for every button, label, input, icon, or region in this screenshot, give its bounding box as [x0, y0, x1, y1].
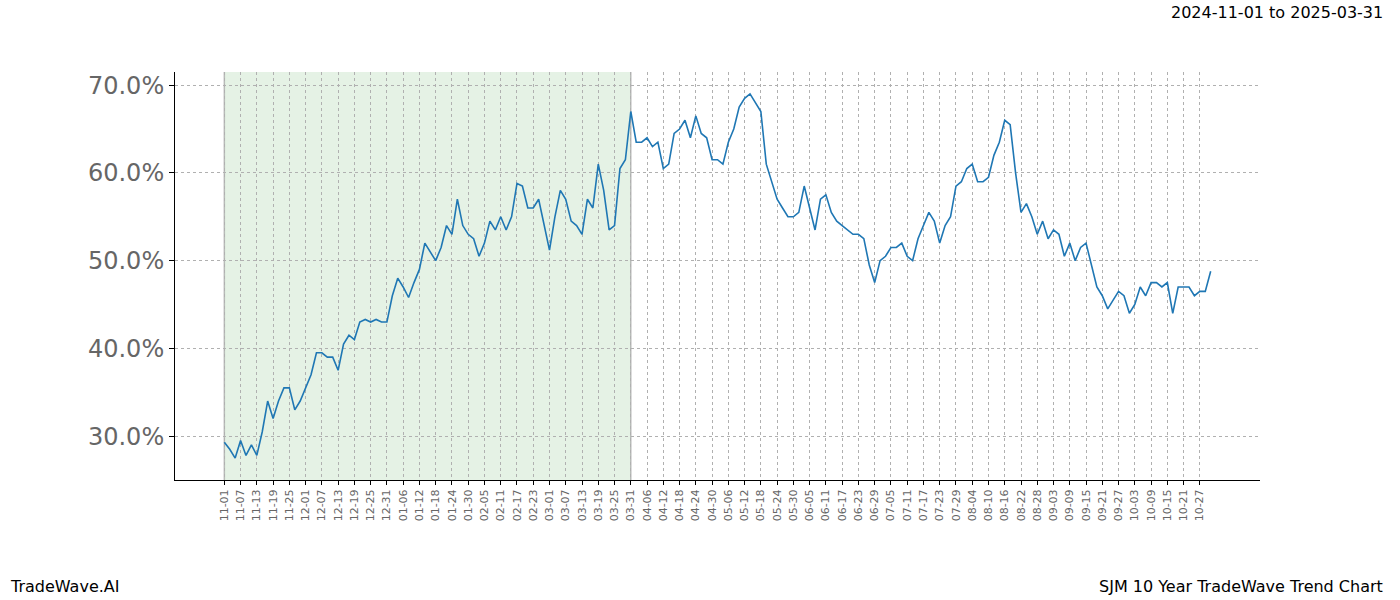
svg-text:02-05: 02-05: [478, 489, 491, 521]
svg-text:05-12: 05-12: [738, 489, 751, 521]
svg-text:09-09: 09-09: [1063, 489, 1076, 521]
svg-text:08-04: 08-04: [966, 489, 979, 521]
svg-text:04-30: 04-30: [706, 489, 719, 521]
svg-text:10-15: 10-15: [1161, 489, 1174, 521]
svg-text:08-28: 08-28: [1031, 489, 1044, 521]
svg-text:06-05: 06-05: [803, 489, 816, 521]
svg-text:08-22: 08-22: [1015, 489, 1028, 521]
svg-text:04-24: 04-24: [689, 489, 702, 521]
svg-text:07-11: 07-11: [901, 489, 914, 521]
svg-text:03-19: 03-19: [592, 489, 605, 521]
svg-text:08-10: 08-10: [982, 489, 995, 521]
svg-text:09-03: 09-03: [1047, 489, 1060, 521]
svg-text:06-11: 06-11: [819, 489, 832, 521]
svg-text:04-18: 04-18: [673, 489, 686, 521]
svg-text:12-19: 12-19: [348, 489, 361, 521]
svg-text:05-06: 05-06: [722, 489, 735, 521]
svg-text:60.0%: 60.0%: [88, 159, 164, 187]
svg-text:05-18: 05-18: [754, 489, 767, 521]
svg-text:09-27: 09-27: [1112, 489, 1125, 521]
svg-text:SJM 10 Year TradeWave Trend Ch: SJM 10 Year TradeWave Trend Chart: [1099, 577, 1383, 596]
svg-text:10-21: 10-21: [1177, 489, 1190, 521]
svg-text:03-13: 03-13: [576, 489, 589, 521]
svg-text:09-21: 09-21: [1096, 489, 1109, 521]
svg-text:12-13: 12-13: [332, 489, 345, 521]
svg-text:11-13: 11-13: [250, 489, 263, 521]
svg-text:06-23: 06-23: [852, 489, 865, 521]
svg-text:07-29: 07-29: [950, 489, 963, 521]
svg-text:11-07: 11-07: [234, 489, 247, 521]
svg-text:2024-11-01 to 2025-03-31: 2024-11-01 to 2025-03-31: [1171, 3, 1383, 22]
svg-text:01-24: 01-24: [446, 489, 459, 521]
svg-text:05-30: 05-30: [787, 489, 800, 521]
svg-text:12-25: 12-25: [364, 489, 377, 521]
svg-text:11-25: 11-25: [283, 489, 296, 521]
svg-text:06-29: 06-29: [868, 489, 881, 521]
svg-text:01-06: 01-06: [397, 489, 410, 521]
svg-text:12-31: 12-31: [380, 489, 393, 521]
svg-text:70.0%: 70.0%: [88, 72, 164, 100]
svg-text:03-07: 03-07: [559, 489, 572, 521]
svg-text:40.0%: 40.0%: [88, 335, 164, 363]
svg-text:12-07: 12-07: [315, 489, 328, 521]
svg-text:01-12: 01-12: [413, 489, 426, 521]
svg-text:07-17: 07-17: [917, 489, 930, 521]
svg-text:03-01: 03-01: [543, 489, 556, 521]
svg-text:07-23: 07-23: [933, 489, 946, 521]
svg-text:07-05: 07-05: [885, 489, 898, 521]
svg-text:08-16: 08-16: [998, 489, 1011, 521]
svg-text:11-01: 11-01: [218, 489, 231, 521]
svg-text:02-23: 02-23: [527, 489, 540, 521]
svg-text:10-03: 10-03: [1128, 489, 1141, 521]
svg-text:01-30: 01-30: [462, 489, 475, 521]
svg-text:11-19: 11-19: [267, 489, 280, 521]
svg-text:30.0%: 30.0%: [88, 423, 164, 451]
svg-text:04-12: 04-12: [657, 489, 670, 521]
svg-text:50.0%: 50.0%: [88, 247, 164, 275]
svg-text:02-11: 02-11: [494, 489, 507, 521]
svg-text:05-24: 05-24: [771, 489, 784, 521]
svg-text:03-25: 03-25: [608, 489, 621, 521]
svg-text:12-01: 12-01: [299, 489, 312, 521]
svg-text:06-17: 06-17: [836, 489, 849, 521]
svg-text:04-06: 04-06: [641, 489, 654, 521]
svg-text:10-09: 10-09: [1145, 489, 1158, 521]
svg-text:01-18: 01-18: [429, 489, 442, 521]
svg-text:03-31: 03-31: [624, 489, 637, 521]
svg-text:10-27: 10-27: [1193, 489, 1206, 521]
svg-text:09-15: 09-15: [1080, 489, 1093, 521]
svg-text:02-17: 02-17: [511, 489, 524, 521]
svg-text:TradeWave.AI: TradeWave.AI: [10, 577, 119, 596]
